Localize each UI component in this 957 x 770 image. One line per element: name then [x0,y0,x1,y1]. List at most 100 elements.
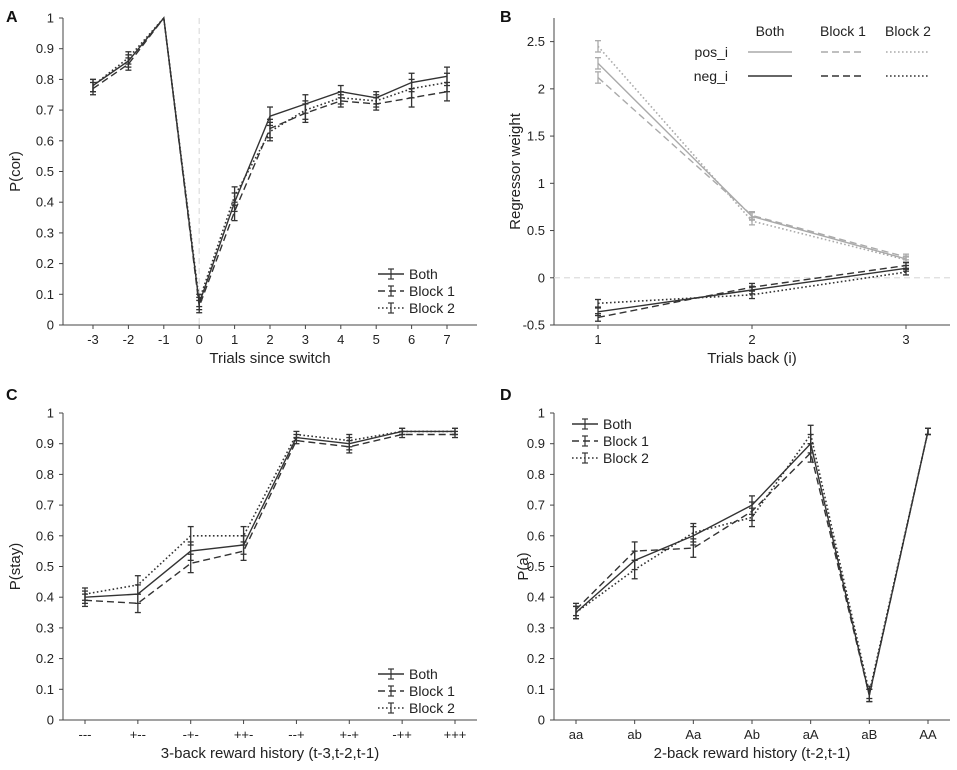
y-tick-label: 0.5 [36,164,54,179]
panel-label-b: B [500,9,512,26]
y-tick-label: 0.6 [36,133,54,148]
y-tick-label: -0.5 [523,318,545,333]
chart-panel-a: 0 0.1 0.2 0.3 0.4 0.5 0.6 0.7 0.8 0.9 1 -3 -2 -1 0 1 2 3 4… [7,11,477,367]
legend-column-header: Both [756,23,785,39]
series-line [575,431,929,696]
y-tick-label: 0 [47,318,54,333]
panel-label-d: D [500,387,512,404]
x-tick-label: 3 [902,332,909,347]
y-axis-title: P(cor) [7,151,24,192]
y-tick-label: 0.5 [527,559,545,574]
series-line [597,76,907,258]
x-tick-label: aA [803,727,819,742]
chart-panel-c: 0 0.1 0.2 0.3 0.4 0.5 0.6 0.7 0.8 0.9 1 --- +-- -+- ++… [7,406,477,762]
x-tick-label: aa [569,727,584,742]
y-tick-label: 0.8 [36,467,54,482]
x-tick-label: -++ [392,727,412,742]
legend-label: Both [409,266,438,282]
y-tick-label: 1 [538,176,545,191]
x-tick-label: AA [919,727,937,742]
legend-column-header: Block 2 [885,23,931,39]
legend-row-label: neg_i [694,68,728,84]
y-tick-label: 0.9 [36,436,54,451]
x-tick-label: Ab [744,727,760,742]
y-tick-label: 0.1 [527,682,545,697]
series-line [92,16,448,307]
series-line [84,430,455,595]
series-line [84,433,455,605]
y-tick-label: 0.7 [527,498,545,513]
y-tick-label: 0.3 [36,225,54,240]
y-tick-label: 0.8 [36,72,54,87]
x-tick-label: 1 [594,332,601,347]
y-tick-label: 2.5 [527,34,545,49]
x-axis-title: Trials back (i) [707,350,796,367]
legend-label: Block 1 [409,683,455,699]
y-tick-label: 1 [47,11,54,26]
x-tick-label: +++ [444,727,467,742]
x-tick-label: 3 [302,332,309,347]
y-tick-label: 0.4 [36,195,54,210]
y-tick-label: 0 [47,713,54,728]
legend-label: Both [603,416,632,432]
y-tick-label: 0 [538,270,545,285]
x-tick-label: aB [861,727,877,742]
y-tick-label: 0.5 [527,223,545,238]
x-tick-label: -1 [158,332,170,347]
x-tick-label: +-+ [340,727,360,742]
series-line [92,16,448,304]
series-line [575,431,929,696]
y-tick-label: 0.1 [36,682,54,697]
legend-row-label: pos_i [695,44,728,60]
y-tick-label: 0.2 [527,651,545,666]
y-tick-label: 0.5 [36,559,54,574]
chart-panel-b: -0.5 0 0.5 1 1.5 2 2.5 1 2 3 Trials back (i) Regres… [507,18,950,367]
x-tick-label: 2 [266,332,273,347]
chart-panel-d: 0 0.1 0.2 0.3 0.4 0.5 0.6 0.7 0.8 0.9 1 aa ab Aa Ab aA a… [515,406,950,762]
x-tick-label: ab [627,727,641,742]
legend-label: Block 2 [603,450,649,466]
series-line [575,431,929,693]
x-axis-title: 3-back reward history (t-3,t-2,t-1) [161,745,379,762]
y-tick-label: 0.9 [527,436,545,451]
y-axis-title: P(a) [515,552,532,580]
x-tick-label: 2 [748,332,755,347]
y-tick-label: 0.6 [527,528,545,543]
series-line [597,62,907,260]
y-axis-title: P(stay) [7,543,24,591]
x-tick-label: -3 [87,332,99,347]
y-tick-label: 2 [538,81,545,96]
legend-column-header: Block 1 [820,23,866,39]
x-tick-label: Aa [685,727,702,742]
y-tick-label: 0.6 [36,528,54,543]
legend-label: Both [409,666,438,682]
legend-label: Block 2 [409,300,455,316]
legend-label: Block 2 [409,700,455,716]
x-tick-label: ++- [234,727,254,742]
legend-label: Block 1 [409,283,455,299]
panel-label-c: C [6,387,18,404]
y-tick-label: 0.8 [527,467,545,482]
panel-label-a: A [6,9,18,26]
y-tick-label: 0.3 [36,620,54,635]
x-tick-label: +-- [130,727,146,742]
x-tick-label: -+- [183,727,199,742]
y-tick-label: 0.4 [527,590,545,605]
y-axis-title: Regressor weight [507,112,524,230]
y-tick-label: 0.3 [527,620,545,635]
x-tick-label: 6 [408,332,415,347]
x-tick-label: 5 [373,332,380,347]
y-tick-label: 0.7 [36,103,54,118]
x-tick-label: -2 [123,332,135,347]
y-tick-label: 0.4 [36,590,54,605]
x-tick-label: 0 [196,332,203,347]
x-tick-label: 1 [231,332,238,347]
y-tick-label: 0.7 [36,498,54,513]
x-tick-label: 4 [337,332,344,347]
series-line [597,45,907,261]
x-axis-title: Trials since switch [209,350,330,367]
y-tick-label: 0.2 [36,651,54,666]
y-tick-label: 1 [47,406,54,421]
series-line [92,16,448,301]
